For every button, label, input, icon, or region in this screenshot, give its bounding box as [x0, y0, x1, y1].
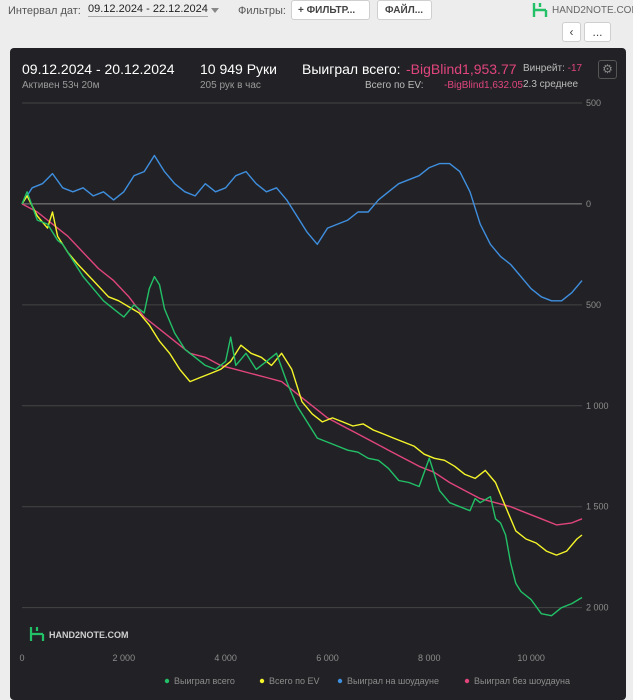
file-button[interactable]: ФАЙЛ...: [377, 0, 432, 20]
gear-icon[interactable]: ⚙: [598, 60, 617, 79]
y-tick-label: 500: [586, 98, 601, 108]
series-line: [21, 191, 583, 617]
y-tick-label: 2 000: [586, 603, 609, 613]
winrate-value: -17: [567, 63, 583, 74]
date-range-picker[interactable]: 09.12.2024 - 22.12.2024: [88, 3, 208, 17]
series-line: [21, 154, 583, 302]
ev-label: Всего по EV:: [365, 80, 424, 91]
x-tick-label: 10 000: [517, 653, 545, 663]
filters-label: Фильтры:: [238, 5, 286, 17]
y-tick-label: 0: [586, 199, 591, 209]
toolbar: Интервал дат: 09.12.2024 - 22.12.2024 Фи…: [0, 0, 633, 46]
x-tick-label: 6 000: [316, 653, 339, 663]
y-tick-label: 1 500: [586, 502, 609, 512]
legend-marker: [337, 678, 343, 684]
hand2note-logo-icon: [532, 3, 548, 17]
add-filter-button[interactable]: + ФИЛЬТР...: [291, 0, 370, 20]
legend-marker: [259, 678, 265, 684]
watermark: HAND2NOTE.COM: [29, 627, 129, 641]
hands-count: 10 949 Руки: [200, 61, 277, 77]
won-total-label: Выиграл всего:: [302, 61, 401, 77]
chevron-left-icon: ‹: [569, 25, 574, 39]
x-tick-label: 4 000: [214, 653, 237, 663]
graph-panel: 09.12.2024 - 20.12.2024 Активен 53ч 20м …: [10, 48, 626, 700]
x-tick-label: 8 000: [418, 653, 441, 663]
date-interval-label: Интервал дат:: [8, 5, 81, 17]
hand2note-watermark-icon: [29, 627, 45, 641]
grid: [22, 102, 582, 609]
legend-marker: [464, 678, 470, 684]
brand-logo[interactable]: HAND2NOTE.COM: [532, 2, 633, 18]
more-button[interactable]: ...: [584, 22, 611, 42]
legend-label[interactable]: Выиграл на шоудауне: [347, 676, 439, 686]
axis-ticks: 500 0 500 1 000 1 500 2 000 0 2 000 4 000 6 000 8 …: [19, 98, 608, 663]
back-button[interactable]: ‹: [562, 22, 581, 42]
x-tick-label: 0: [19, 653, 24, 663]
series-line: [21, 195, 583, 556]
ev-value: -BigBlind1,632.05: [444, 80, 523, 91]
legend-label[interactable]: Всего по EV: [269, 676, 319, 686]
active-time: Активен 53ч 20м: [22, 80, 100, 91]
x-tick-label: 2 000: [113, 653, 136, 663]
legend-label[interactable]: Выиграл без шоудауна: [474, 676, 570, 686]
series-lines: [21, 154, 583, 617]
legend: Выиграл всего Всего по EV Выиграл на шоуда…: [164, 676, 570, 686]
hands-per-hour: 205 рук в час: [200, 80, 261, 91]
series-line: [21, 203, 583, 526]
won-total-value: -BigBlind1,953.77: [406, 61, 517, 77]
legend-label[interactable]: Выиграл всего: [174, 676, 235, 686]
average-value: 2.3 среднее: [523, 79, 579, 90]
legend-marker: [164, 678, 170, 684]
watermark-text: HAND2NOTE.COM: [49, 630, 129, 640]
winrate-stat: Винрейт: -17: [523, 63, 582, 74]
period-value: 09.12.2024 - 20.12.2024: [22, 61, 175, 77]
winrate-label: Винрейт:: [523, 63, 565, 74]
brand-logo-text: HAND2NOTE.COM: [552, 4, 633, 16]
chevron-down-icon[interactable]: [211, 8, 219, 13]
y-tick-label: 500: [586, 300, 601, 310]
y-tick-label: 1 000: [586, 401, 609, 411]
